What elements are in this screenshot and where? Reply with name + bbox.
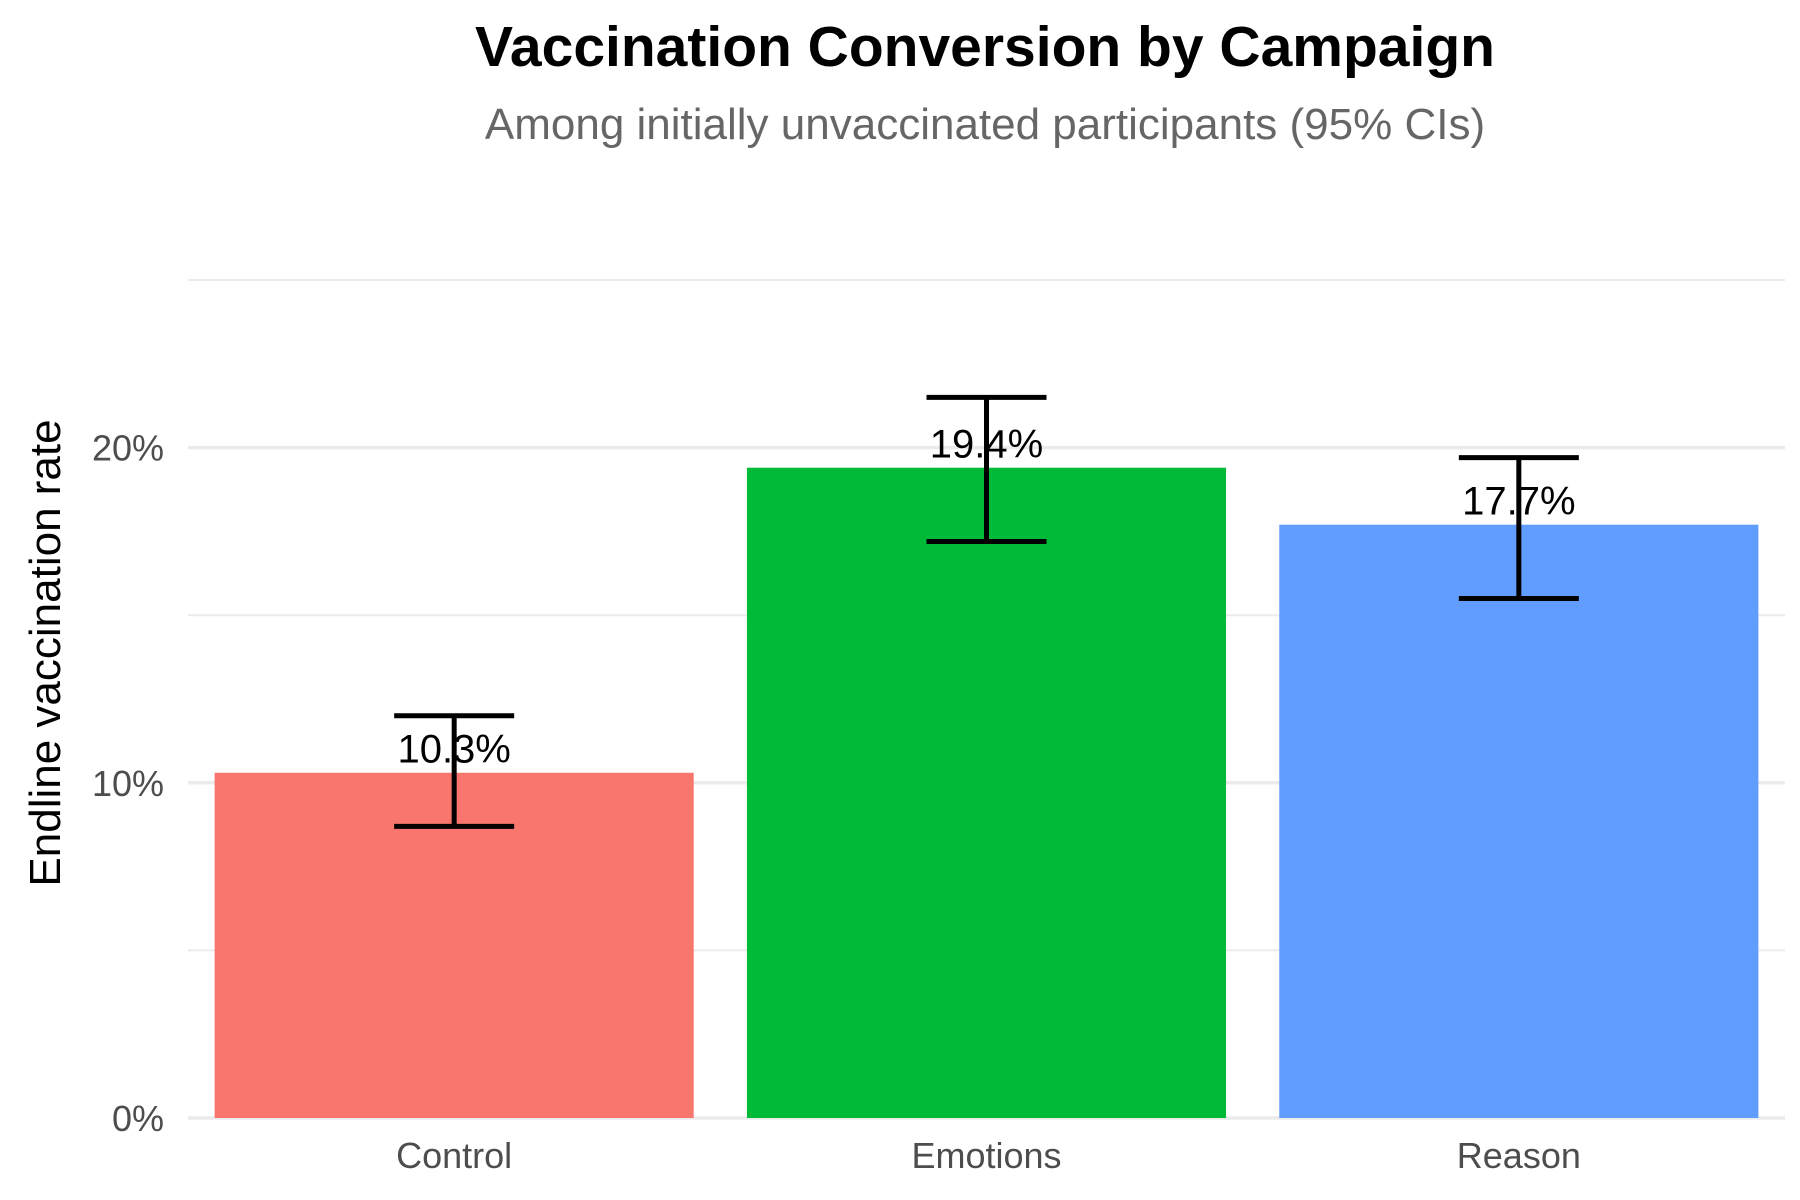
- error-bar-reason: [1458, 455, 1579, 601]
- x-tick-label-emotions: Emotions: [911, 1135, 1061, 1176]
- chart-title: Vaccination Conversion by Campaign: [475, 15, 1495, 79]
- bar-emotions: [746, 467, 1227, 1118]
- y-tick-label: 0%: [112, 1098, 164, 1139]
- bar-reason: [1279, 524, 1759, 1118]
- y-tick-label: 10%: [92, 763, 164, 804]
- data-label-control: 10.3%: [397, 728, 510, 772]
- x-axis-ticks: Control Emotions Reason: [396, 1135, 1581, 1176]
- y-tick-label: 20%: [92, 428, 164, 469]
- data-label-emotions: 19.4%: [930, 423, 1043, 467]
- y-axis-label: Endline vaccination rate: [21, 419, 70, 886]
- chart-subtitle: Among initially unvaccinated participant…: [484, 100, 1486, 149]
- error-bars: [394, 394, 1579, 829]
- y-axis-ticks: 0% 10% 20%: [92, 428, 164, 1139]
- bar-control: [214, 772, 694, 1118]
- error-bar-control: [394, 713, 515, 829]
- data-label-reason: 17.7%: [1462, 480, 1575, 524]
- x-tick-label-reason: Reason: [1457, 1135, 1581, 1176]
- bars: [214, 467, 1759, 1118]
- x-tick-label-control: Control: [396, 1135, 512, 1176]
- error-bar-emotions: [926, 394, 1047, 544]
- data-labels: 10.3% 19.4% 17.7%: [397, 423, 1575, 772]
